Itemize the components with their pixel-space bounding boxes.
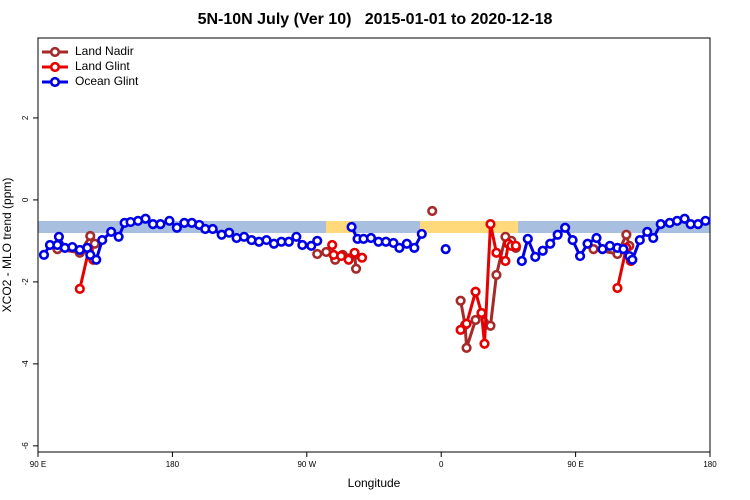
data-point xyxy=(312,248,323,260)
data-point xyxy=(476,307,487,319)
data-point xyxy=(621,229,632,240)
data-point xyxy=(224,227,235,238)
y-tick-label: 0 xyxy=(21,197,30,202)
data-point xyxy=(470,314,481,326)
data-point xyxy=(207,223,218,235)
data-point xyxy=(485,218,496,230)
series xyxy=(74,218,636,349)
data-point xyxy=(394,242,405,253)
data-point xyxy=(627,254,638,265)
data-point xyxy=(648,232,659,244)
data-point xyxy=(516,255,527,267)
data-point xyxy=(283,236,294,247)
data-point xyxy=(416,228,427,240)
legend-label: Land Nadir xyxy=(75,44,134,58)
legend-marker xyxy=(49,61,61,73)
x-axis-label: Longitude xyxy=(348,476,401,490)
data-point xyxy=(365,232,377,244)
y-tick-label: -6 xyxy=(21,442,30,450)
data-point xyxy=(455,295,466,306)
land-band xyxy=(326,221,352,233)
data-point xyxy=(510,240,521,251)
data-point xyxy=(612,282,623,294)
data-point xyxy=(155,218,166,230)
data-point xyxy=(85,230,96,242)
series xyxy=(38,213,711,267)
y-tick-label: -4 xyxy=(21,360,30,368)
data-point xyxy=(401,238,412,249)
x-tick-label: 90 E xyxy=(30,460,46,469)
data-point xyxy=(349,247,360,258)
land-band xyxy=(420,221,518,233)
data-point xyxy=(38,249,50,260)
data-point xyxy=(327,239,338,251)
data-point xyxy=(588,243,599,255)
data-point xyxy=(574,250,586,262)
y-tick-label: -2 xyxy=(21,278,30,286)
data-point xyxy=(350,263,362,274)
data-point xyxy=(530,251,541,262)
data-point xyxy=(356,252,368,263)
data-point xyxy=(500,255,511,267)
data-point xyxy=(346,221,357,233)
legend-label: Land Glint xyxy=(75,59,130,73)
x-tick-label: 180 xyxy=(703,460,717,469)
data-point xyxy=(89,238,100,249)
data-point xyxy=(618,243,629,255)
data-point xyxy=(461,318,472,329)
data-point xyxy=(106,226,117,237)
data-point xyxy=(164,215,175,226)
y-axis-label: XCO2 - MLO trend (ppm) xyxy=(0,178,14,313)
data-point xyxy=(336,250,347,262)
data-point xyxy=(491,269,502,281)
data-point xyxy=(113,231,124,242)
data-point xyxy=(171,222,182,233)
data-point xyxy=(455,324,466,335)
data-point xyxy=(427,205,438,217)
data-point xyxy=(440,243,451,255)
data-point xyxy=(97,234,108,246)
data-point xyxy=(567,234,578,246)
data-point xyxy=(140,213,151,224)
data-point xyxy=(642,226,653,237)
data-point xyxy=(297,239,308,251)
data-point xyxy=(522,233,533,244)
chart-title: 5N-10N July (Ver 10) 2015-01-01 to 2020-… xyxy=(198,11,553,28)
data-point xyxy=(591,232,602,244)
data-point xyxy=(291,231,302,242)
data-point xyxy=(261,234,272,246)
data-point xyxy=(91,254,102,265)
data-point xyxy=(537,245,548,256)
x-tick-label: 180 xyxy=(166,460,180,469)
data-point xyxy=(679,213,690,224)
legend-marker xyxy=(49,76,61,88)
data-point xyxy=(582,238,593,249)
legend-marker xyxy=(49,46,61,58)
data-point xyxy=(560,222,571,233)
data-point xyxy=(545,238,556,249)
data-point xyxy=(485,320,496,331)
data-point xyxy=(655,218,666,230)
data-point xyxy=(479,338,490,349)
legend-label: Ocean Glint xyxy=(75,74,139,88)
data-point xyxy=(552,229,563,240)
plot-frame xyxy=(37,37,711,453)
data-point xyxy=(343,254,354,265)
y-tick-label: 2 xyxy=(21,115,30,120)
data-point xyxy=(700,215,711,226)
data-point xyxy=(470,286,481,297)
x-tick-label: 90 W xyxy=(297,460,316,469)
x-tick-label: 90 E xyxy=(567,460,583,469)
data-point xyxy=(312,235,323,247)
data-point xyxy=(634,234,645,246)
data-point xyxy=(461,342,472,353)
data-point xyxy=(53,231,65,242)
data-point xyxy=(74,283,85,294)
x-tick-label: 0 xyxy=(439,460,444,469)
data-point xyxy=(409,242,420,253)
data-point xyxy=(491,247,502,258)
